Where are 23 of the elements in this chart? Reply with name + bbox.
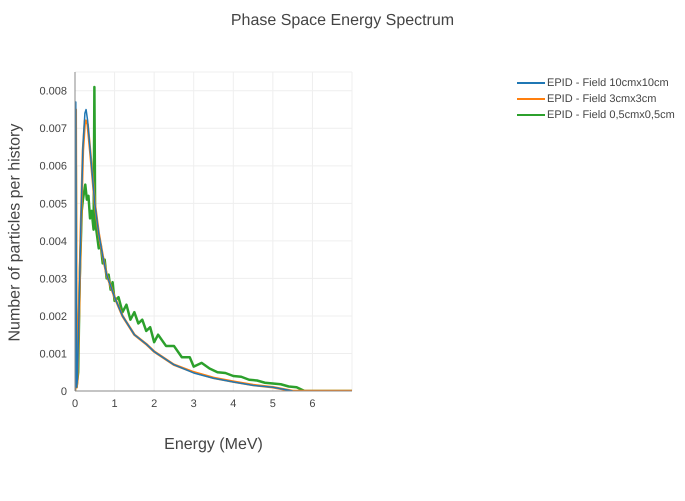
y-tick-label: 0.002 (39, 310, 67, 323)
y-tick-label: 0.007 (39, 123, 67, 136)
x-tick-label: 1 (112, 398, 118, 410)
line-series (75, 101, 294, 391)
x-tick-label: 0 (72, 398, 78, 410)
y-tick-label: 0.008 (39, 86, 67, 98)
y-tick-label: 0 (60, 386, 67, 398)
x-tick-label: 3 (190, 398, 197, 410)
y-axis-title: Number of particles per history (6, 124, 24, 342)
y-tick-label: 0.005 (39, 198, 67, 210)
y-tick-label: 0.003 (39, 273, 67, 286)
x-tick-label: 4 (230, 398, 236, 410)
chart-title: Phase Space Energy Spectrum (230, 12, 456, 30)
x-tick-label: 6 (309, 398, 316, 410)
x-tick-label: 2 (151, 398, 158, 410)
y-tick-label: 0.001 (39, 348, 67, 360)
x-tick-label: 5 (270, 398, 276, 410)
y-tick-label: 0.004 (39, 236, 67, 248)
x-axis-title: Energy (MeV) (164, 436, 263, 453)
legend-label: EPID - Field 0,5cmx0,5cm (547, 108, 675, 123)
legend-label: EPID - Field 3cmx3cm (547, 92, 656, 107)
legend-label: EPID - Field 10cmx10cm (547, 76, 669, 91)
y-tick-label: 0.006 (39, 160, 67, 173)
